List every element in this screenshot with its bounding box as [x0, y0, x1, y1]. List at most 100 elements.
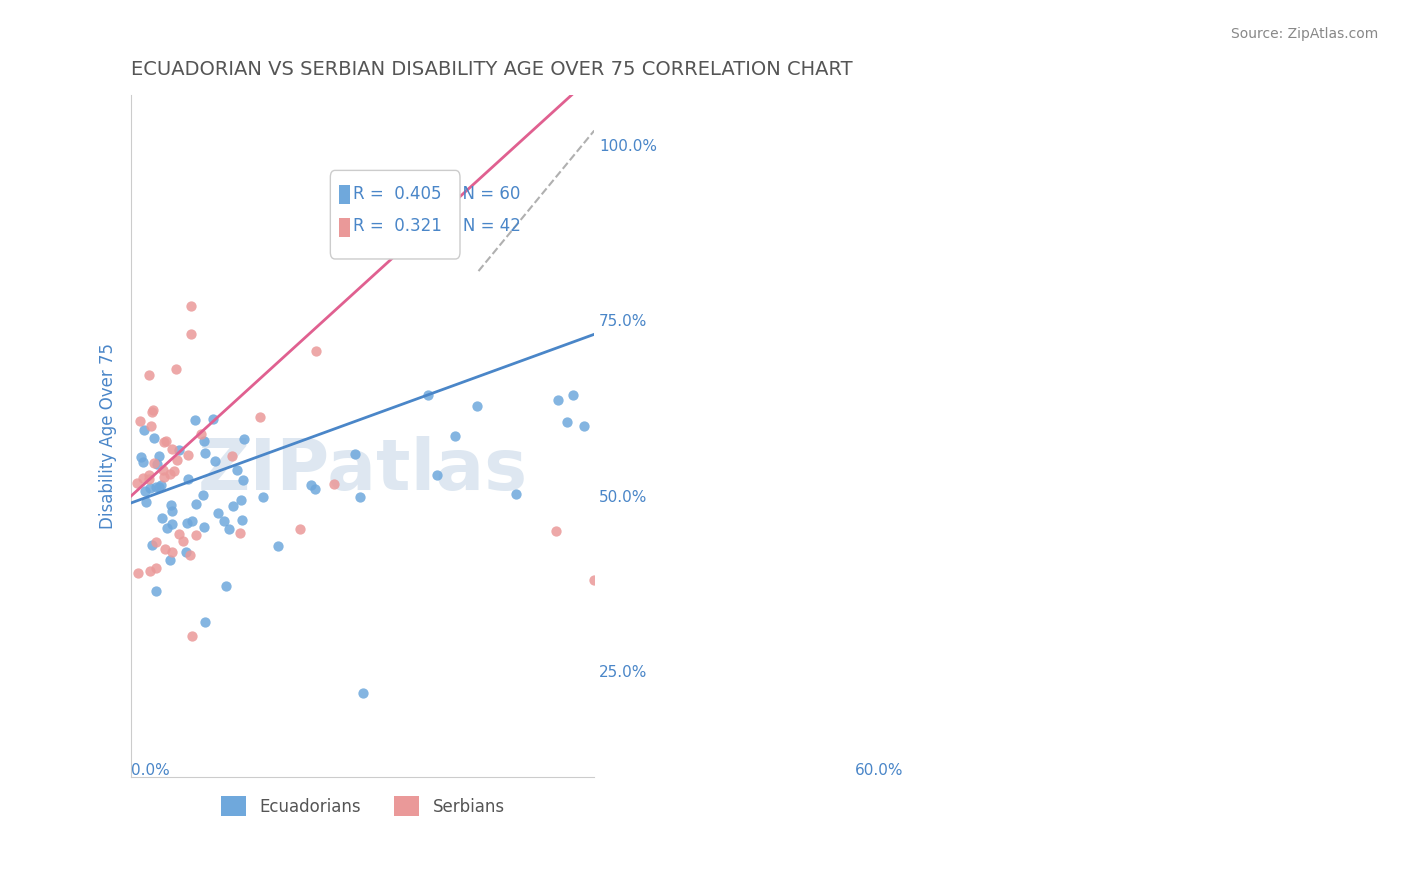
Point — [505, 487, 527, 501]
Point — [153, 434, 176, 449]
Point — [148, 480, 170, 494]
Point — [226, 462, 249, 476]
Point — [583, 573, 606, 587]
Point — [180, 299, 202, 313]
Point — [190, 427, 212, 442]
Point — [231, 492, 253, 507]
Point — [201, 411, 224, 425]
Point — [194, 446, 217, 460]
Point — [142, 456, 165, 470]
Point — [231, 513, 253, 527]
Text: ZIPatlas: ZIPatlas — [198, 435, 527, 505]
Text: R =  0.405    N = 60: R = 0.405 N = 60 — [353, 185, 520, 202]
Point — [555, 415, 578, 429]
Point — [160, 504, 183, 518]
Point — [212, 514, 235, 528]
Point — [544, 524, 567, 538]
Point — [127, 566, 149, 581]
Point — [153, 470, 176, 484]
Point — [160, 442, 183, 456]
Point — [160, 545, 183, 559]
Point — [159, 498, 181, 512]
Point — [134, 483, 156, 498]
Point — [145, 584, 167, 599]
Point — [572, 419, 595, 434]
Point — [352, 685, 374, 699]
Point — [229, 525, 252, 540]
Point — [181, 514, 204, 528]
Point — [131, 455, 153, 469]
Point — [159, 467, 181, 481]
Point — [141, 404, 163, 418]
Text: Source: ZipAtlas.com: Source: ZipAtlas.com — [1230, 27, 1378, 41]
Point — [186, 527, 208, 541]
Point — [252, 490, 274, 504]
Point — [181, 629, 204, 643]
Legend: Ecuadorians, Serbians: Ecuadorians, Serbians — [214, 789, 512, 823]
Point — [299, 478, 322, 492]
Point — [232, 473, 254, 487]
Point — [177, 472, 200, 486]
Point — [288, 522, 311, 536]
Point — [145, 480, 167, 494]
Point — [129, 450, 152, 464]
Point — [132, 423, 155, 437]
Point — [146, 457, 169, 471]
FancyBboxPatch shape — [339, 218, 350, 237]
Text: 60.0%: 60.0% — [855, 764, 903, 778]
Point — [562, 388, 585, 402]
Point — [193, 519, 215, 533]
Text: 0.0%: 0.0% — [131, 764, 170, 778]
Point — [138, 368, 160, 383]
Point — [180, 327, 202, 342]
Point — [159, 553, 181, 567]
Point — [218, 522, 240, 536]
Point — [165, 362, 187, 376]
FancyBboxPatch shape — [330, 170, 460, 259]
Point — [153, 542, 176, 557]
Point — [156, 521, 179, 535]
Point — [194, 615, 217, 629]
FancyBboxPatch shape — [339, 186, 350, 204]
Point — [132, 471, 155, 485]
Point — [172, 533, 194, 548]
Point — [304, 482, 326, 496]
Point — [141, 403, 163, 417]
Point — [145, 535, 167, 549]
Point — [465, 399, 488, 413]
Point — [305, 343, 328, 358]
Point — [204, 453, 226, 467]
Point — [323, 476, 346, 491]
Point — [174, 545, 197, 559]
Point — [183, 413, 205, 427]
Point — [176, 448, 198, 462]
Point — [193, 434, 215, 449]
Point — [138, 472, 160, 486]
Point — [249, 410, 271, 425]
Point — [221, 449, 243, 463]
Point — [145, 560, 167, 574]
Point — [148, 449, 170, 463]
Y-axis label: Disability Age Over 75: Disability Age Over 75 — [100, 343, 117, 529]
Point — [443, 429, 465, 443]
Point — [344, 447, 367, 461]
Point — [167, 442, 190, 457]
Point — [127, 476, 149, 491]
Point — [135, 495, 157, 509]
Point — [129, 414, 152, 428]
Point — [141, 418, 163, 433]
Point — [426, 467, 449, 482]
Point — [191, 488, 214, 502]
Point — [167, 527, 190, 541]
Point — [150, 511, 173, 525]
Point — [221, 499, 243, 513]
Point — [267, 539, 290, 553]
Point — [166, 452, 188, 467]
Point — [163, 465, 186, 479]
Point — [143, 431, 166, 445]
Text: R =  0.321    N = 42: R = 0.321 N = 42 — [353, 218, 522, 235]
Point — [179, 548, 201, 562]
Point — [149, 478, 172, 492]
Point — [152, 462, 174, 476]
Point — [138, 564, 160, 578]
